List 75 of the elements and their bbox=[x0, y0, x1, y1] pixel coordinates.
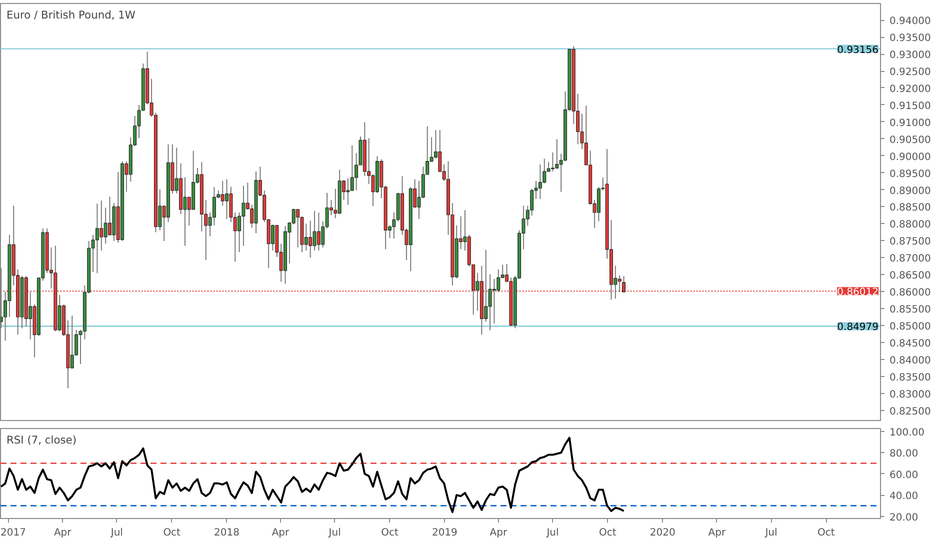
x-tick-label: 2019 bbox=[432, 528, 458, 538]
candlestick bbox=[212, 186, 216, 226]
y-tick-label: 0.91500 bbox=[890, 100, 931, 112]
x-tick-label: Apr bbox=[272, 528, 290, 538]
y-tick-label: 40.00 bbox=[890, 491, 918, 502]
y-tick-label: 0.92000 bbox=[890, 84, 931, 95]
candlestick bbox=[350, 144, 354, 192]
candlestick bbox=[183, 176, 187, 246]
x-tick-label: Apr bbox=[490, 528, 508, 538]
x-tick-label: 2020 bbox=[650, 528, 676, 538]
y-tick-label: 0.89000 bbox=[890, 186, 931, 197]
candlestick bbox=[225, 178, 228, 220]
y-tick-label: 0.90000 bbox=[890, 152, 931, 163]
x-tick-label: Jul bbox=[546, 528, 559, 538]
y-tick-label: 0.88000 bbox=[890, 220, 931, 231]
x-tick-label: 2018 bbox=[214, 528, 240, 538]
y-tick-label: 0.87000 bbox=[890, 254, 931, 265]
candlestick bbox=[308, 220, 312, 258]
candlestick bbox=[312, 210, 316, 251]
candlestick bbox=[100, 200, 104, 251]
y-tick-label: 80.00 bbox=[890, 448, 918, 460]
candlestick bbox=[484, 249, 488, 322]
x-tick-label: 2017 bbox=[0, 528, 26, 538]
candlestick bbox=[296, 208, 300, 248]
x-tick-label: Oct bbox=[818, 528, 835, 538]
candlestick bbox=[496, 269, 500, 293]
y-tick-label: 0.86500 bbox=[890, 270, 931, 282]
y-tick-label: 0.84500 bbox=[890, 338, 931, 350]
candlestick bbox=[555, 138, 559, 170]
y-tick-label: 0.91000 bbox=[890, 118, 931, 129]
y-tick-label: 0.85500 bbox=[890, 304, 931, 316]
line-series bbox=[0, 436, 625, 514]
y-tick-label: 0.88500 bbox=[890, 202, 931, 214]
text: RSI (7, close) bbox=[6, 434, 77, 446]
y-tick-label: 60.00 bbox=[890, 470, 918, 481]
text: Euro / British Pound, 1W bbox=[6, 8, 136, 22]
candlestick bbox=[70, 315, 74, 370]
candlestick bbox=[538, 164, 542, 200]
y-tick-label: 0.87500 bbox=[890, 236, 931, 248]
y-tick-label: 0.84000 bbox=[890, 355, 931, 366]
y-tick-label: 0.90500 bbox=[890, 134, 931, 146]
y-tick-label: 0.93000 bbox=[890, 50, 931, 62]
candlestick bbox=[108, 196, 112, 236]
candlestick bbox=[220, 180, 224, 206]
x-tick-label: Jul bbox=[328, 528, 341, 538]
y-tick-label: 0.83500 bbox=[890, 372, 931, 384]
y-tick-label: 100.00 bbox=[890, 427, 924, 438]
candlestick bbox=[95, 203, 99, 274]
candlestick bbox=[530, 188, 534, 216]
candlestick bbox=[492, 278, 496, 324]
y-tick-label: 0.92500 bbox=[890, 67, 931, 78]
candlestick bbox=[0, 268, 3, 329]
x-tick-label: Jul bbox=[110, 528, 123, 538]
candlestick bbox=[596, 186, 600, 222]
ref-line-label: 0.84979 bbox=[837, 322, 879, 334]
candlestick bbox=[346, 178, 350, 206]
x-tick-label: Oct bbox=[599, 528, 616, 538]
y-tick-label: 0.93500 bbox=[890, 33, 931, 44]
candlestick bbox=[488, 274, 492, 331]
y-tick-label: 0.83000 bbox=[890, 389, 931, 400]
y-tick-label: 0.86000 bbox=[890, 288, 931, 299]
x-tick-label: Apr bbox=[54, 528, 72, 538]
ref-line-label: 0.93156 bbox=[837, 44, 879, 56]
x-tick-label: Apr bbox=[708, 528, 726, 538]
y-tick-label: 0.89500 bbox=[890, 168, 931, 180]
x-tick-label: Jul bbox=[764, 528, 778, 538]
y-tick-label: 0.94000 bbox=[890, 16, 931, 28]
candlestick bbox=[104, 207, 108, 244]
y-tick-label: 0.82500 bbox=[890, 406, 931, 418]
x-tick-label: Oct bbox=[381, 528, 398, 538]
y-tick-label: 20.00 bbox=[890, 512, 918, 524]
y-tick-label: 0.85000 bbox=[890, 321, 931, 332]
candlestick bbox=[316, 212, 320, 251]
candlestick bbox=[551, 152, 554, 172]
x-tick-label: Oct bbox=[163, 528, 181, 538]
